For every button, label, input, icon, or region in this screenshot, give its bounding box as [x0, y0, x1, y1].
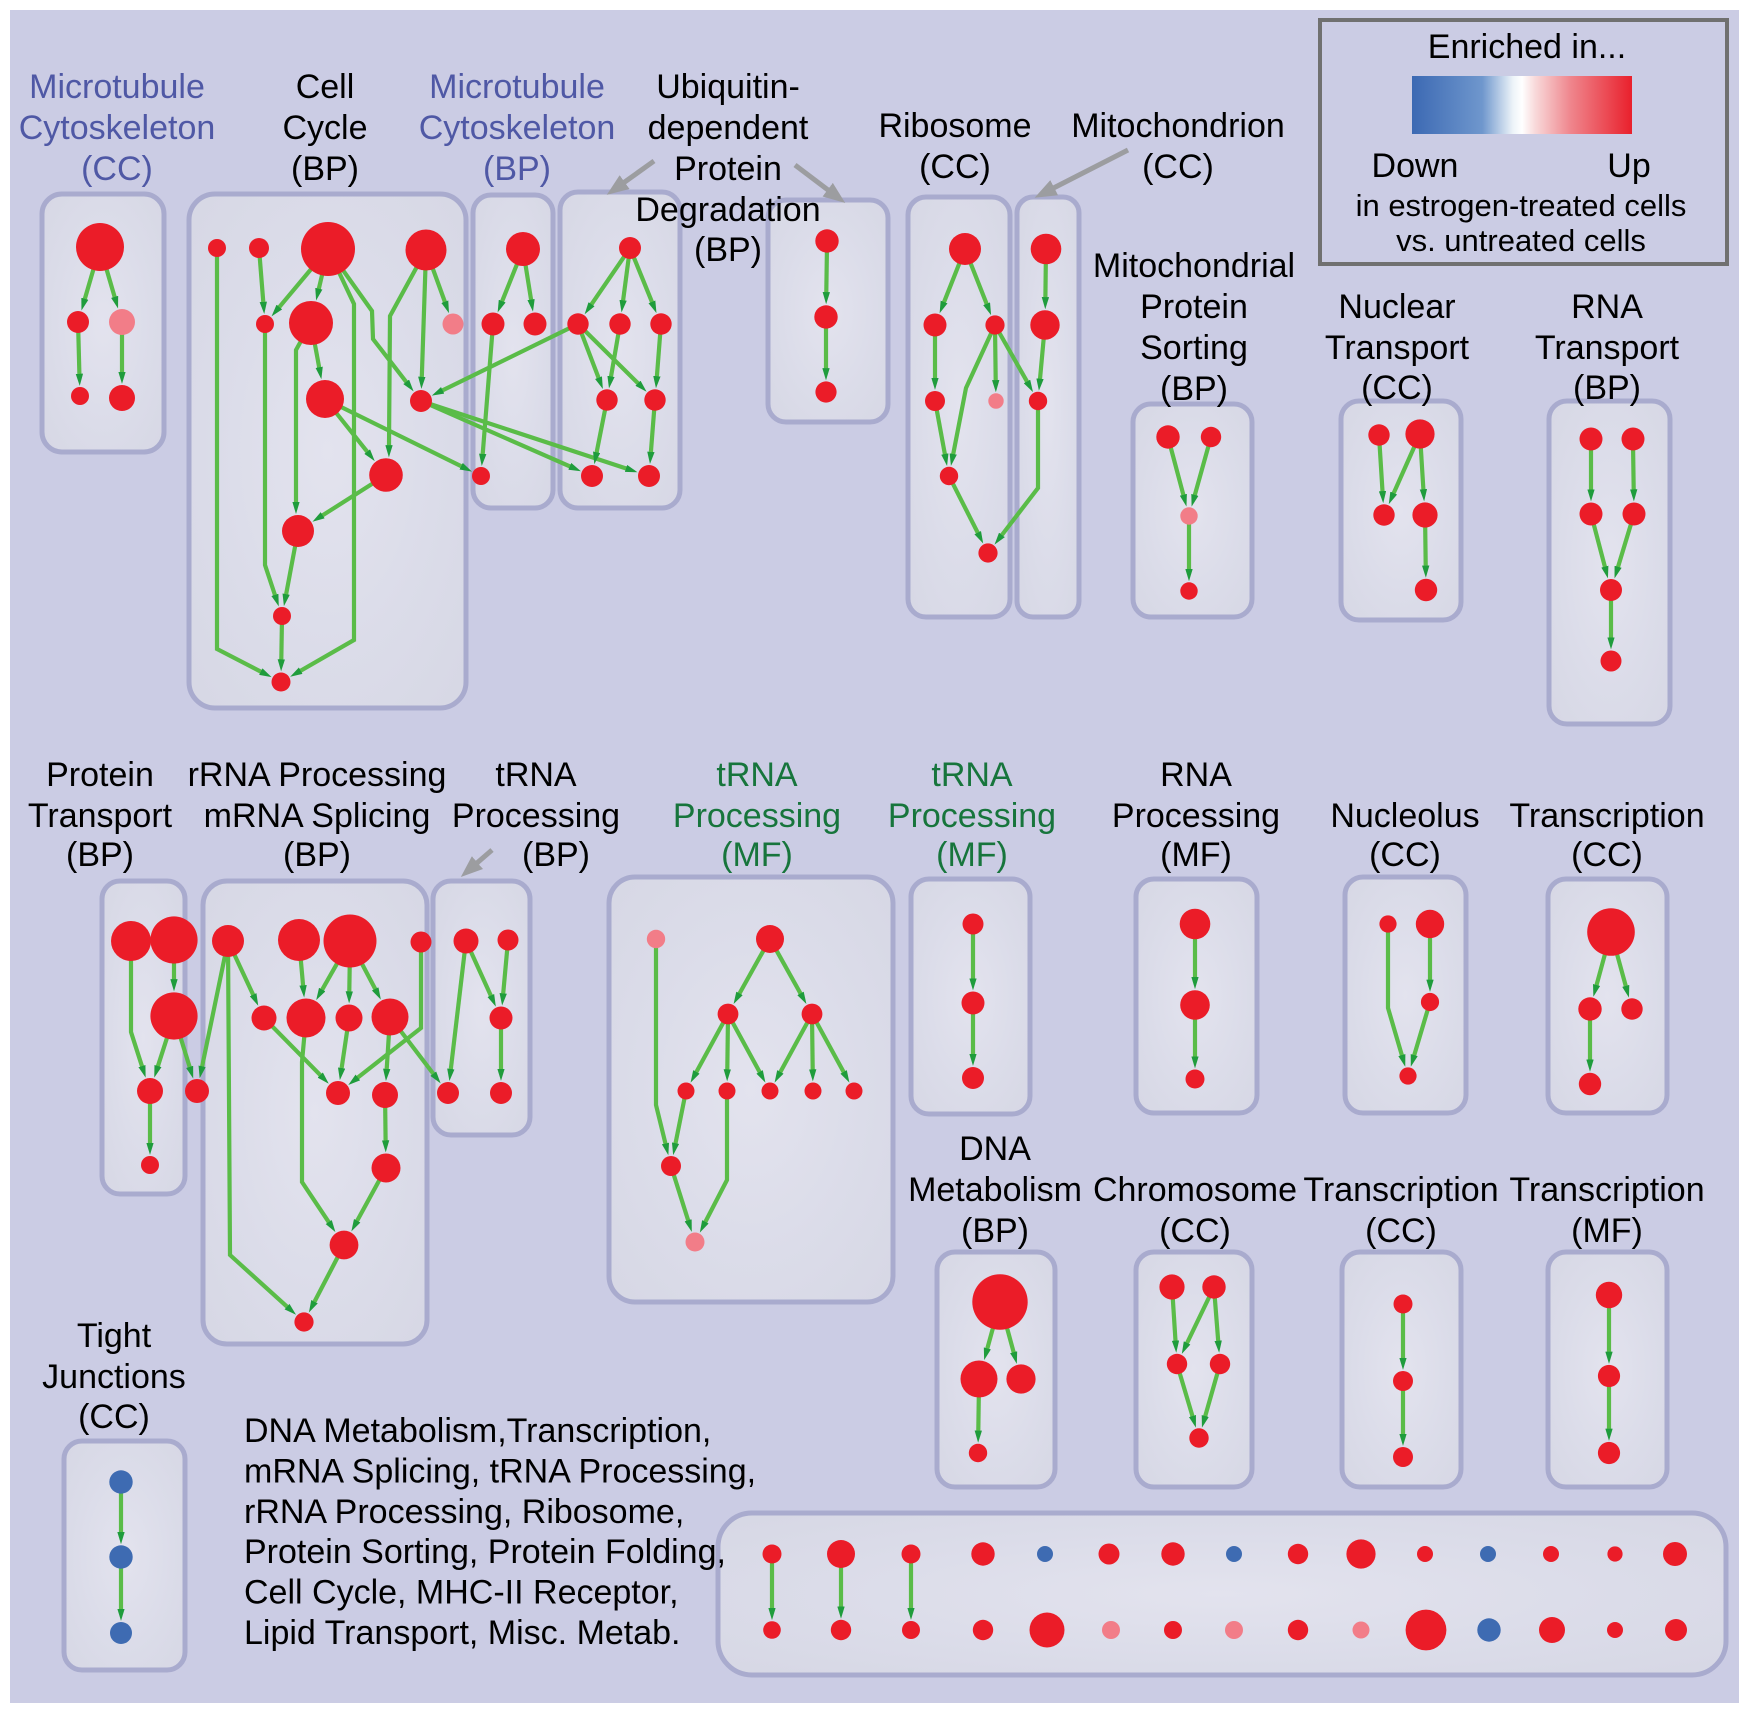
- svg-text:(BP): (BP): [694, 231, 762, 269]
- svg-text:tRNA: tRNA: [931, 756, 1013, 794]
- svg-text:(BP): (BP): [1573, 369, 1641, 407]
- svg-text:(MF): (MF): [1160, 836, 1232, 874]
- svg-text:Nucleolus: Nucleolus: [1330, 797, 1479, 835]
- svg-text:Microtubule: Microtubule: [429, 68, 605, 106]
- svg-text:(MF): (MF): [721, 836, 793, 874]
- svg-text:Protein: Protein: [674, 150, 782, 188]
- svg-text:(CC): (CC): [1369, 836, 1441, 874]
- svg-text:Junctions: Junctions: [42, 1358, 186, 1396]
- svg-text:Metabolism: Metabolism: [908, 1171, 1082, 1209]
- svg-text:dependent: dependent: [648, 109, 809, 147]
- svg-text:Transport: Transport: [1535, 329, 1680, 367]
- svg-text:Microtubule: Microtubule: [29, 68, 205, 106]
- svg-text:Transcription: Transcription: [1509, 797, 1704, 835]
- svg-text:(CC): (CC): [81, 150, 153, 188]
- svg-text:in estrogen-treated cells: in estrogen-treated cells: [1356, 188, 1687, 223]
- svg-text:(CC): (CC): [78, 1398, 150, 1436]
- svg-text:Mitochondrion: Mitochondrion: [1071, 107, 1285, 145]
- svg-text:tRNA: tRNA: [495, 756, 577, 794]
- svg-text:DNA Metabolism,Transcription,: DNA Metabolism,Transcription,: [244, 1412, 711, 1450]
- svg-text:Tight: Tight: [77, 1317, 152, 1355]
- svg-text:(CC): (CC): [919, 148, 991, 186]
- svg-text:rRNA Processing, Ribosome,: rRNA Processing, Ribosome,: [244, 1493, 684, 1531]
- svg-text:Degradation: Degradation: [635, 191, 820, 229]
- svg-text:Processing: Processing: [673, 797, 841, 835]
- svg-text:Sorting: Sorting: [1140, 329, 1248, 367]
- svg-text:Processing: Processing: [888, 797, 1056, 835]
- svg-text:Enriched in...: Enriched in...: [1428, 28, 1626, 66]
- svg-text:Cell Cycle, MHC-II Receptor,: Cell Cycle, MHC-II Receptor,: [244, 1574, 679, 1612]
- svg-text:Down: Down: [1372, 147, 1459, 185]
- svg-text:Protein: Protein: [1140, 288, 1248, 326]
- svg-text:vs. untreated cells: vs. untreated cells: [1396, 223, 1646, 258]
- svg-text:DNA: DNA: [959, 1130, 1031, 1168]
- svg-text:Protein Sorting, Protein Foldi: Protein Sorting, Protein Folding,: [244, 1533, 726, 1571]
- svg-text:Cytoskeleton: Cytoskeleton: [419, 109, 616, 147]
- svg-text:Up: Up: [1607, 147, 1650, 185]
- svg-text:Cell: Cell: [296, 68, 355, 106]
- svg-text:(BP): (BP): [961, 1212, 1029, 1250]
- svg-text:Mitochondrial: Mitochondrial: [1093, 247, 1295, 285]
- svg-text:(CC): (CC): [1361, 369, 1433, 407]
- svg-text:(BP): (BP): [283, 836, 351, 874]
- svg-text:(CC): (CC): [1142, 148, 1214, 186]
- svg-text:(CC): (CC): [1159, 1212, 1231, 1250]
- svg-text:Processing: Processing: [1112, 797, 1280, 835]
- svg-text:Protein: Protein: [46, 756, 154, 794]
- svg-text:Chromosome: Chromosome: [1093, 1171, 1297, 1209]
- svg-text:RNA: RNA: [1160, 756, 1232, 794]
- svg-text:mRNA Splicing, tRNA Processing: mRNA Splicing, tRNA Processing,: [244, 1452, 756, 1490]
- svg-text:Transport: Transport: [1325, 329, 1470, 367]
- svg-text:rRNA Processing: rRNA Processing: [188, 756, 447, 794]
- svg-text:Nuclear: Nuclear: [1338, 288, 1455, 326]
- svg-text:(BP): (BP): [483, 150, 551, 188]
- svg-text:Ribosome: Ribosome: [878, 107, 1031, 145]
- svg-text:Cytoskeleton: Cytoskeleton: [19, 109, 216, 147]
- svg-text:Transcription: Transcription: [1303, 1171, 1498, 1209]
- svg-text:(BP): (BP): [1160, 370, 1228, 408]
- svg-text:Lipid Transport, Misc. Metab.: Lipid Transport, Misc. Metab.: [244, 1614, 681, 1652]
- svg-text:Transcription: Transcription: [1509, 1171, 1704, 1209]
- svg-text:(MF): (MF): [1571, 1212, 1643, 1250]
- svg-text:Cycle: Cycle: [282, 109, 367, 147]
- svg-text:tRNA: tRNA: [716, 756, 798, 794]
- svg-text:RNA: RNA: [1571, 288, 1643, 326]
- svg-text:Transport: Transport: [28, 797, 173, 835]
- svg-text:(MF): (MF): [936, 836, 1008, 874]
- svg-text:Processing: Processing: [452, 797, 620, 835]
- svg-text:mRNA Splicing: mRNA Splicing: [204, 797, 431, 835]
- svg-text:(BP): (BP): [522, 836, 590, 874]
- svg-text:(CC): (CC): [1571, 836, 1643, 874]
- svg-text:(CC): (CC): [1365, 1212, 1437, 1250]
- svg-text:Ubiquitin-: Ubiquitin-: [656, 68, 800, 106]
- svg-text:(BP): (BP): [291, 150, 359, 188]
- svg-text:(BP): (BP): [66, 836, 134, 874]
